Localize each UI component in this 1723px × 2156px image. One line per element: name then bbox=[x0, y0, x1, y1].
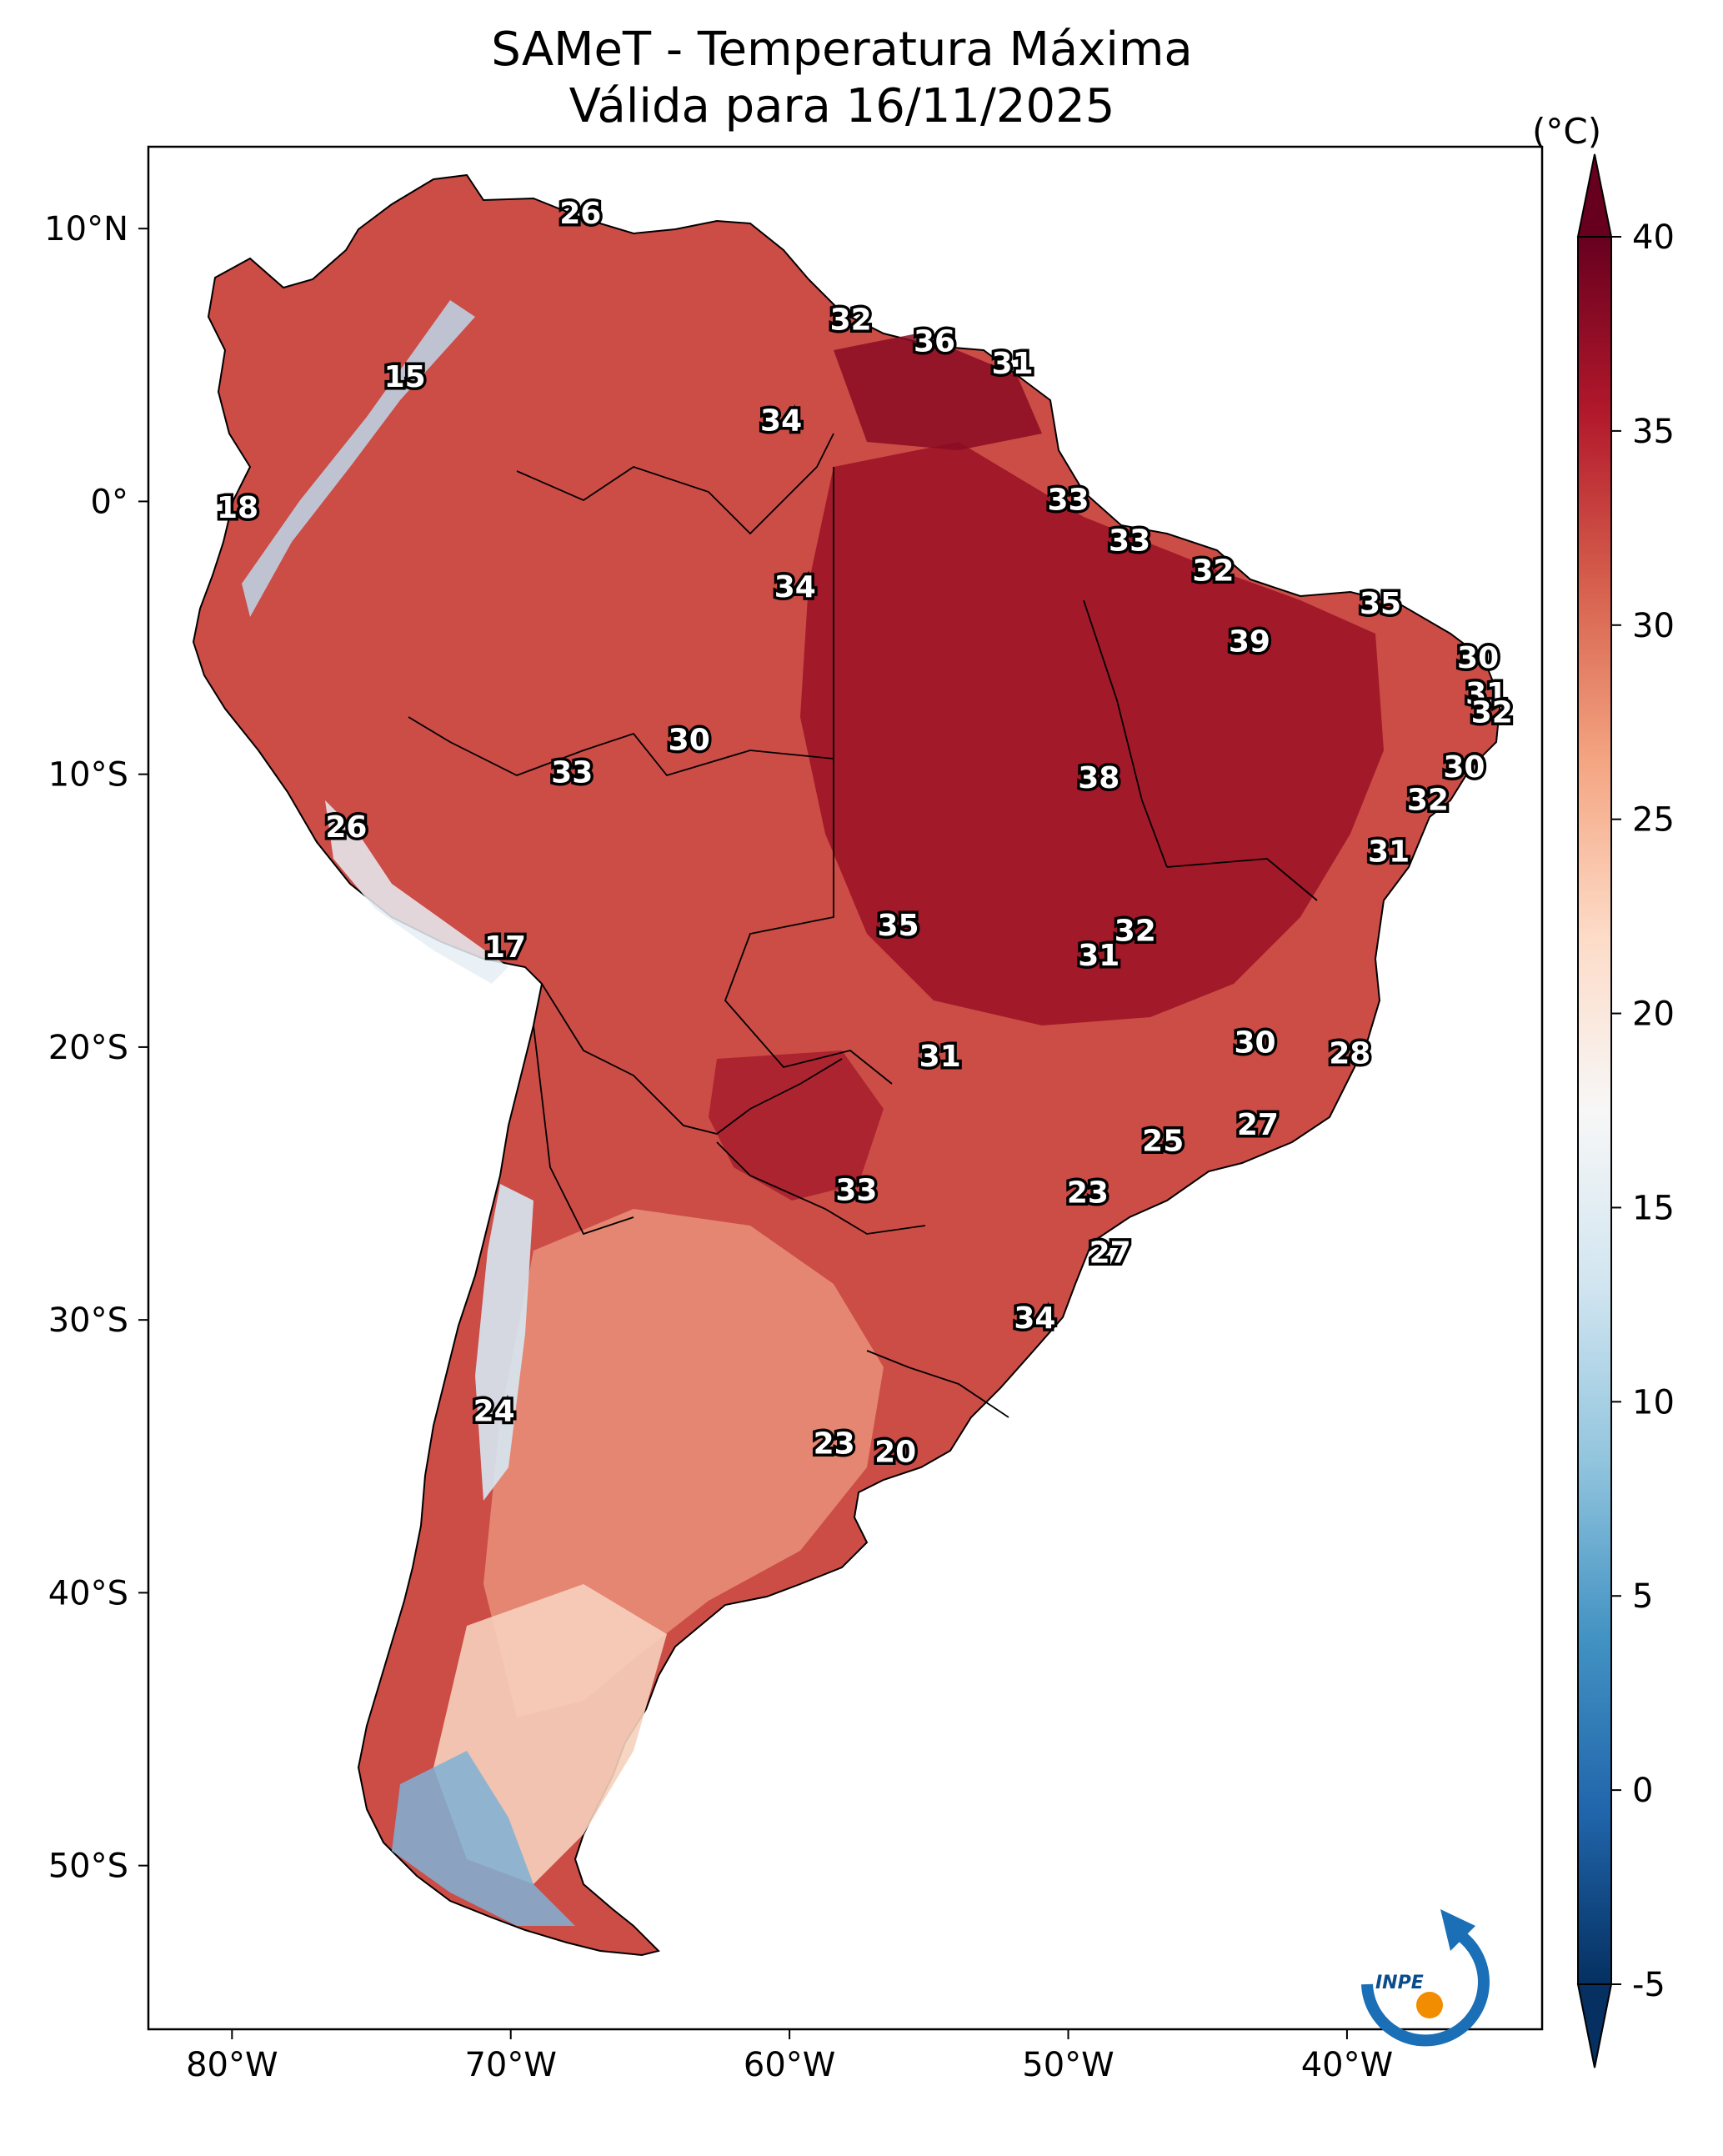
station-temperature-label: 26 bbox=[559, 197, 601, 231]
cold-zone-andes-north bbox=[242, 300, 475, 617]
station-temperature-label: 33 bbox=[1047, 483, 1089, 517]
logo-arrow-icon bbox=[1440, 1909, 1475, 1951]
y-tick-label: 50°S bbox=[48, 1848, 128, 1886]
colorbar-tick-label: 35 bbox=[1632, 413, 1675, 451]
station-temperature-label: 31 bbox=[919, 1040, 961, 1074]
colorbar-tick-label: 10 bbox=[1632, 1383, 1675, 1421]
colorbar-lower-extension bbox=[1576, 1983, 1613, 2068]
station-temperature-label: 15 bbox=[384, 360, 426, 394]
y-axis-ticks: 10°N 0° 10°S 20°S 30°S 40°S 50°S bbox=[44, 210, 148, 1886]
logo-text: INPE bbox=[1375, 1973, 1424, 1993]
station-temperature-label: 39 bbox=[1229, 625, 1270, 659]
inpe-logo: INPE bbox=[1361, 1909, 1490, 2047]
station-temperature-label: 23 bbox=[1067, 1176, 1109, 1211]
logo-swoosh bbox=[1361, 1929, 1490, 2047]
station-temperature-label: 31 bbox=[1078, 939, 1119, 973]
station-temperature-label: 20 bbox=[874, 1436, 916, 1470]
x-tick-label: 70°W bbox=[464, 2046, 556, 2084]
colorbar-tick-label: 30 bbox=[1632, 607, 1675, 645]
colorbar-upper-extension bbox=[1576, 153, 1613, 238]
station-temperature-label: 34 bbox=[774, 570, 816, 604]
station-temperature-label: 30 bbox=[1235, 1026, 1276, 1060]
cold-zone-andes-central bbox=[475, 1184, 533, 1501]
plot-frame bbox=[147, 145, 1544, 2031]
station-temperature-label: 31 bbox=[1368, 835, 1410, 870]
y-tick-label: 40°S bbox=[48, 1574, 128, 1612]
station-temperature-label: 32 bbox=[1192, 554, 1234, 589]
colorbar-body bbox=[1577, 236, 1612, 1985]
x-tick-label: 60°W bbox=[744, 2046, 835, 2084]
cold-zone-peru-andes bbox=[325, 800, 508, 984]
x-tick-label: 50°W bbox=[1022, 2046, 1114, 2084]
colorbar-tick-label: 0 bbox=[1632, 1772, 1653, 1810]
station-temperature-label: 30 bbox=[669, 723, 710, 757]
station-temperature-label: 33 bbox=[835, 1173, 877, 1207]
colorbar-tick-label: -5 bbox=[1632, 1966, 1665, 2004]
station-temperature-label: 35 bbox=[877, 909, 919, 943]
station-temperature-label: 30 bbox=[1457, 641, 1499, 675]
colorbar-tick-label: 15 bbox=[1632, 1189, 1675, 1227]
station-temperature-label: 27 bbox=[1237, 1108, 1279, 1142]
y-tick-label: 10°N bbox=[44, 210, 128, 248]
logo-sun-icon bbox=[1416, 1992, 1443, 2018]
y-tick-label: 0° bbox=[91, 483, 128, 521]
y-tick-label: 10°S bbox=[48, 756, 128, 795]
y-tick-label: 20°S bbox=[48, 1029, 128, 1067]
colorbar-tick-label: 5 bbox=[1632, 1577, 1653, 1616]
map-layer bbox=[192, 173, 1502, 1957]
y-tick-label: 30°S bbox=[48, 1301, 128, 1340]
colorbar-tick-label: 20 bbox=[1632, 995, 1675, 1034]
cold-zone-andes-south bbox=[392, 1751, 575, 1926]
station-temperature-label: 23 bbox=[814, 1427, 855, 1462]
station-temperature-label: 25 bbox=[1142, 1124, 1184, 1158]
x-tick-label: 80°W bbox=[186, 2046, 278, 2084]
station-temperature-label: 31 bbox=[992, 347, 1034, 381]
station-temperature-label: 38 bbox=[1078, 761, 1119, 795]
station-temperature-label: 31 bbox=[1465, 677, 1507, 711]
station-temperature-label: 27 bbox=[1089, 1236, 1131, 1271]
country-borders bbox=[408, 433, 1318, 1418]
station-temperature-label: 34 bbox=[760, 404, 802, 439]
station-temperature-label: 30 bbox=[1443, 750, 1485, 785]
hot-zone-paraguay bbox=[709, 1050, 884, 1201]
station-temperature-label: 36 bbox=[914, 325, 955, 359]
colorbar-unit-label: (°C) bbox=[1532, 111, 1601, 152]
x-tick-label: 40°W bbox=[1301, 2046, 1393, 2084]
colorbar-ticks: 40 35 30 25 20 15 10 5 0 -5 bbox=[1611, 218, 1675, 2004]
station-temperature-label: 32 bbox=[1471, 696, 1513, 730]
station-temperature-label: 35 bbox=[1360, 587, 1401, 621]
station-temperature-label: 32 bbox=[830, 303, 872, 337]
hot-zone-guiana bbox=[834, 333, 1042, 450]
map-title: SAMeT - Temperatura Máxima bbox=[491, 23, 1193, 77]
station-temperature-label: 17 bbox=[484, 930, 526, 965]
station-temperature-label: 32 bbox=[1407, 783, 1449, 817]
station-temperature-label: 33 bbox=[551, 756, 593, 790]
hot-zone-north-brazil bbox=[800, 442, 1384, 1025]
x-axis-ticks: 80°W 70°W 60°W 50°W 40°W bbox=[186, 2029, 1393, 2084]
colorbar-tick-label: 25 bbox=[1632, 801, 1675, 840]
station-temperature-label: 33 bbox=[1109, 524, 1150, 559]
station-temperature-label: 18 bbox=[217, 491, 258, 525]
colorbar: 40 35 30 25 20 15 10 5 0 -5 (°C) bbox=[1532, 111, 1675, 2068]
station-temperature-label: 28 bbox=[1329, 1037, 1370, 1071]
map-subtitle: Válida para 16/11/2025 bbox=[568, 79, 1115, 133]
station-temperature-label: 34 bbox=[1014, 1301, 1055, 1336]
station-temperature-label: 32 bbox=[1114, 914, 1156, 948]
station-temperature-label: 26 bbox=[325, 810, 367, 845]
station-temperature-label: 24 bbox=[473, 1394, 515, 1428]
colorbar-tick-label: 40 bbox=[1632, 218, 1675, 257]
